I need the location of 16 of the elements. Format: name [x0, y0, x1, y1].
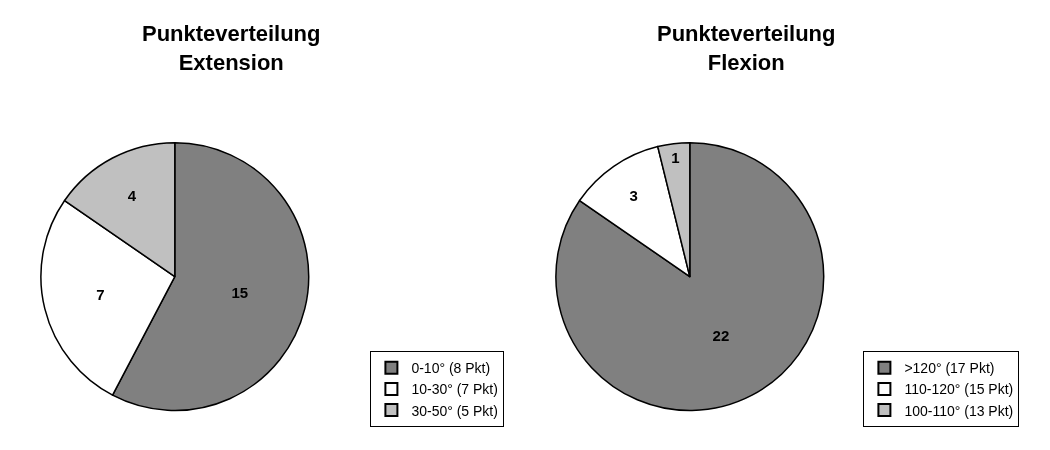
data-label: 4: [127, 187, 137, 205]
data-label: 15: [231, 284, 249, 302]
pie-slice: [555, 141, 825, 412]
legend-label: 10-30° (7 Pkt): [411, 381, 498, 398]
legend-label: 110-120° (15 Pkt): [904, 381, 1014, 398]
data-label: 22: [712, 327, 730, 345]
legend-label: >120° (17 Pkt): [904, 360, 995, 377]
data-label: 1: [671, 149, 680, 167]
legend-label: 100-110° (13 Pkt): [904, 402, 1014, 419]
data-label: 3: [629, 186, 638, 204]
data-label: 7: [96, 286, 105, 304]
pie-slice: [578, 145, 691, 278]
legend-label: 30-50° (5 Pkt): [411, 402, 498, 419]
chart-title: Punkteverteilung Extension: [142, 21, 321, 75]
chart-title: Punkteverteilung Flexion: [657, 21, 836, 75]
legend-label: 0-10° (8 Pkt): [411, 360, 491, 377]
